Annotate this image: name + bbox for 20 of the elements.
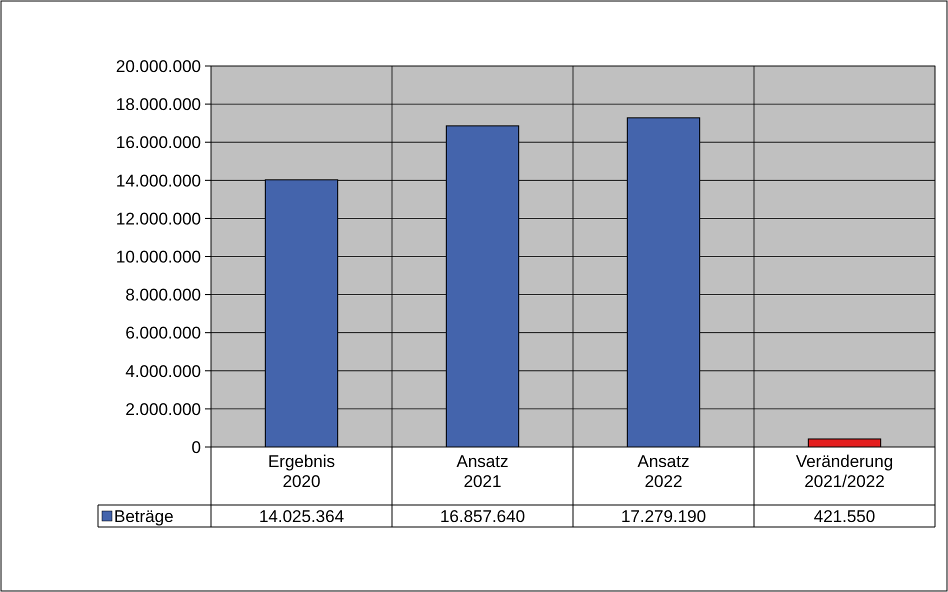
x-tick-label: Ansatz 2022 xyxy=(638,452,690,491)
x-tick-label: Ansatz 2021 xyxy=(456,452,508,491)
y-tick-label: 18.000.000 xyxy=(116,95,201,114)
y-tick-label: 10.000.000 xyxy=(116,247,201,266)
y-tick-label: 2.000.000 xyxy=(125,400,201,419)
y-tick-label: 4.000.000 xyxy=(125,362,201,381)
y-tick-label: 6.000.000 xyxy=(125,324,201,343)
data-label: 17.279.190 xyxy=(620,506,706,526)
data-label: 14.025.364 xyxy=(258,506,344,526)
data-label: 16.857.640 xyxy=(440,506,526,526)
y-tick-label: 0 xyxy=(192,438,201,457)
x-tick-label: Ergebnis 2020 xyxy=(268,452,336,491)
y-tick-label: 14.000.000 xyxy=(116,171,201,190)
data-label: 421.550 xyxy=(814,506,876,526)
x-tick-label: Veränderung 2021/2022 xyxy=(796,452,894,491)
y-tick-label: 8.000.000 xyxy=(125,286,201,305)
y-tick-label: 20.000.000 xyxy=(116,56,201,76)
legend-label: Beträge xyxy=(114,506,174,526)
y-tick-label: 16.000.000 xyxy=(116,133,201,152)
y-tick-label: 12.000.000 xyxy=(116,209,201,228)
